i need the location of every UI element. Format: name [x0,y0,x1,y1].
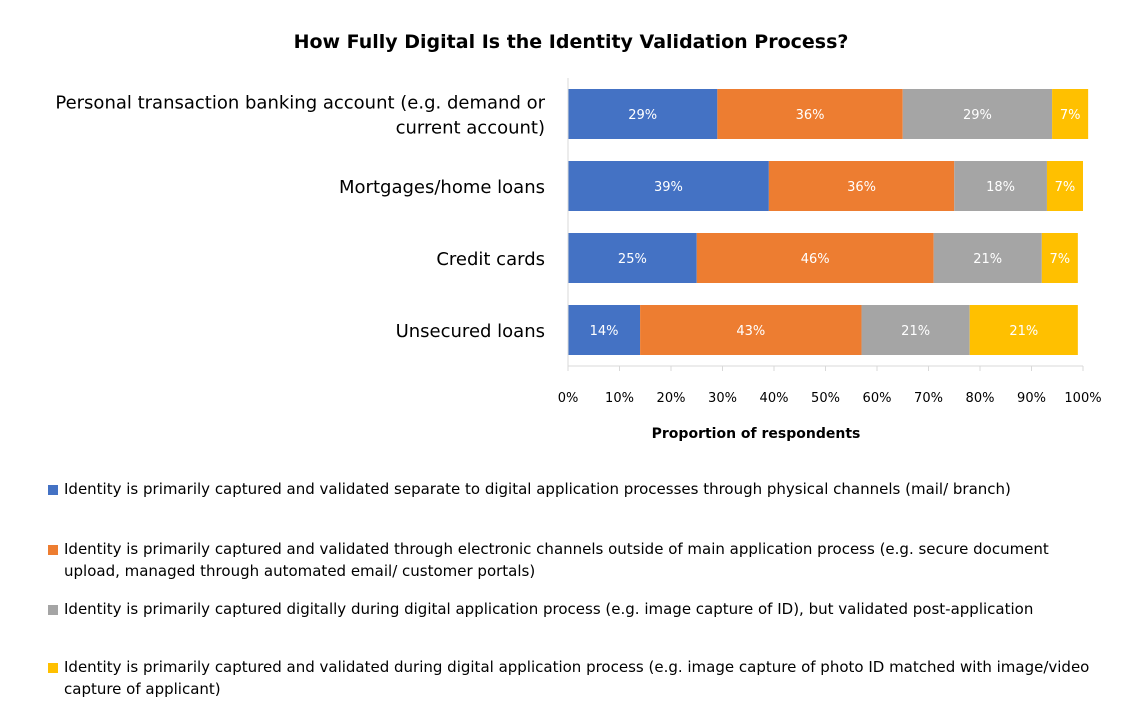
category-label: Personal transaction banking account (e.… [55,93,545,139]
bar-data-label: 7% [1060,108,1081,123]
bar-segment [568,89,718,139]
bar-segment [768,161,955,211]
x-tick-label: 40% [760,391,789,406]
bar-segment [568,161,769,211]
x-tick-label: 90% [1017,391,1046,406]
bar-segment [696,233,934,283]
legend-item-fully-digital: Identity is primarily captured and valid… [48,656,1108,700]
legend-swatch-yellow [48,663,58,673]
legend-item-physical: Identity is primarily captured and valid… [48,478,1108,500]
legend-label: Identity is primarily captured and valid… [64,540,1049,580]
x-tick-label: 30% [708,391,737,406]
bar-segment [1041,233,1078,283]
legend-item-captured-digitally: Identity is primarily captured digitally… [48,598,1108,620]
bar-data-label: 21% [973,252,1002,267]
bar-segment [717,89,903,139]
x-tick-label: 10% [605,391,634,406]
bar-data-label: 7% [1055,180,1076,195]
bar-segment [568,305,641,355]
x-tick-label: 60% [863,391,892,406]
legend-item-electronic: Identity is primarily captured and valid… [48,538,1108,582]
bar-data-label: 39% [654,180,683,195]
bar-data-label: 43% [736,324,765,339]
bar-data-label: 29% [628,108,657,123]
bar-segment [861,305,970,355]
bar-segment [1052,89,1089,139]
bar-data-label: 21% [901,324,930,339]
legend-label: Identity is primarily captured digitally… [64,600,1034,618]
bar-data-label: 21% [1009,324,1038,339]
bar-data-label: 7% [1050,252,1071,267]
category-label: Credit cards [436,249,545,270]
bar-segment [969,305,1078,355]
bars-layer: 29% 36% 29% 7% 39% 36% 18% 7% 25% 46% 21% 7% 14% 43% 2… [568,89,1089,355]
category-label: Mortgages/home loans [339,177,545,198]
x-axis: 0% 10% 20% 30% 40% 50% 60% 70% 80% 90% 100% [558,78,1102,406]
legend-swatch-gray [48,605,58,615]
bar-segment [954,161,1047,211]
bar-segment [640,305,862,355]
bar-data-label: 36% [847,180,876,195]
bar-segment [902,89,1053,139]
bar-segment [1046,161,1083,211]
x-tick-label: 70% [914,391,943,406]
legend-swatch-blue [48,485,58,495]
stacked-bar-chart: How Fully Digital Is the Identity Valida… [55,31,1102,442]
bar-segment [933,233,1042,283]
x-tick-label: 100% [1064,391,1101,406]
bar-segment [568,233,697,283]
bar-data-label: 46% [801,252,830,267]
legend-label: Identity is primarily captured and valid… [64,658,1090,698]
category-labels: Personal transaction banking account (e.… [55,93,545,343]
bar-data-label: 36% [796,108,825,123]
bar-data-label: 25% [618,252,647,267]
bar-data-label: 18% [986,180,1015,195]
x-tick-label: 0% [558,391,579,406]
x-tick-label: 50% [811,391,840,406]
bar-data-label: 29% [963,108,992,123]
x-tick-label: 80% [966,391,995,406]
bar-data-label: 14% [590,324,619,339]
x-axis-title: Proportion of respondents [652,426,861,442]
category-label: Unsecured loans [396,321,545,342]
chart-title: How Fully Digital Is the Identity Valida… [294,31,849,53]
legend-label: Identity is primarily captured and valid… [64,480,1011,498]
legend-swatch-orange [48,545,58,555]
x-tick-label: 20% [657,391,686,406]
